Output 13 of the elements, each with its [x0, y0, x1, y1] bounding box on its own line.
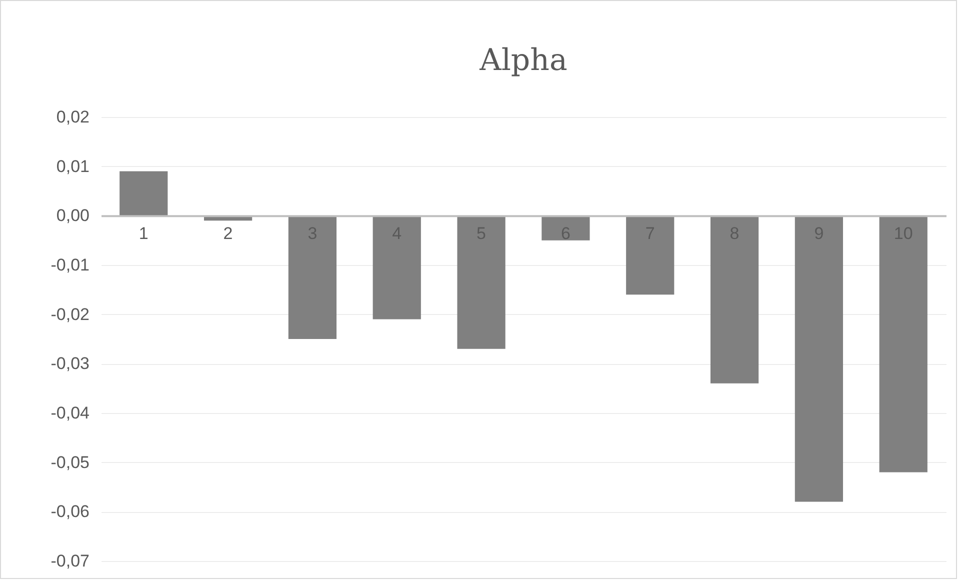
x-tick-label: 1	[138, 224, 148, 244]
chart-title: Alpha	[478, 43, 568, 78]
x-tick-label: 2	[223, 224, 233, 244]
y-tick-label: 0,01	[56, 156, 90, 176]
y-tick-label: 0,02	[56, 108, 90, 126]
y-tick-label: -0,03	[50, 354, 90, 374]
y-tick-label: 0,00	[56, 206, 90, 226]
y-tick-label: -0,01	[50, 256, 90, 274]
y-tick-label: -0,02	[50, 304, 90, 324]
y-tick-label: -0,07	[50, 552, 90, 570]
y-tick-label: -0,05	[50, 452, 90, 472]
y-tick-label: -0,04	[50, 404, 90, 422]
y-tick-label: -0,06	[50, 502, 90, 522]
